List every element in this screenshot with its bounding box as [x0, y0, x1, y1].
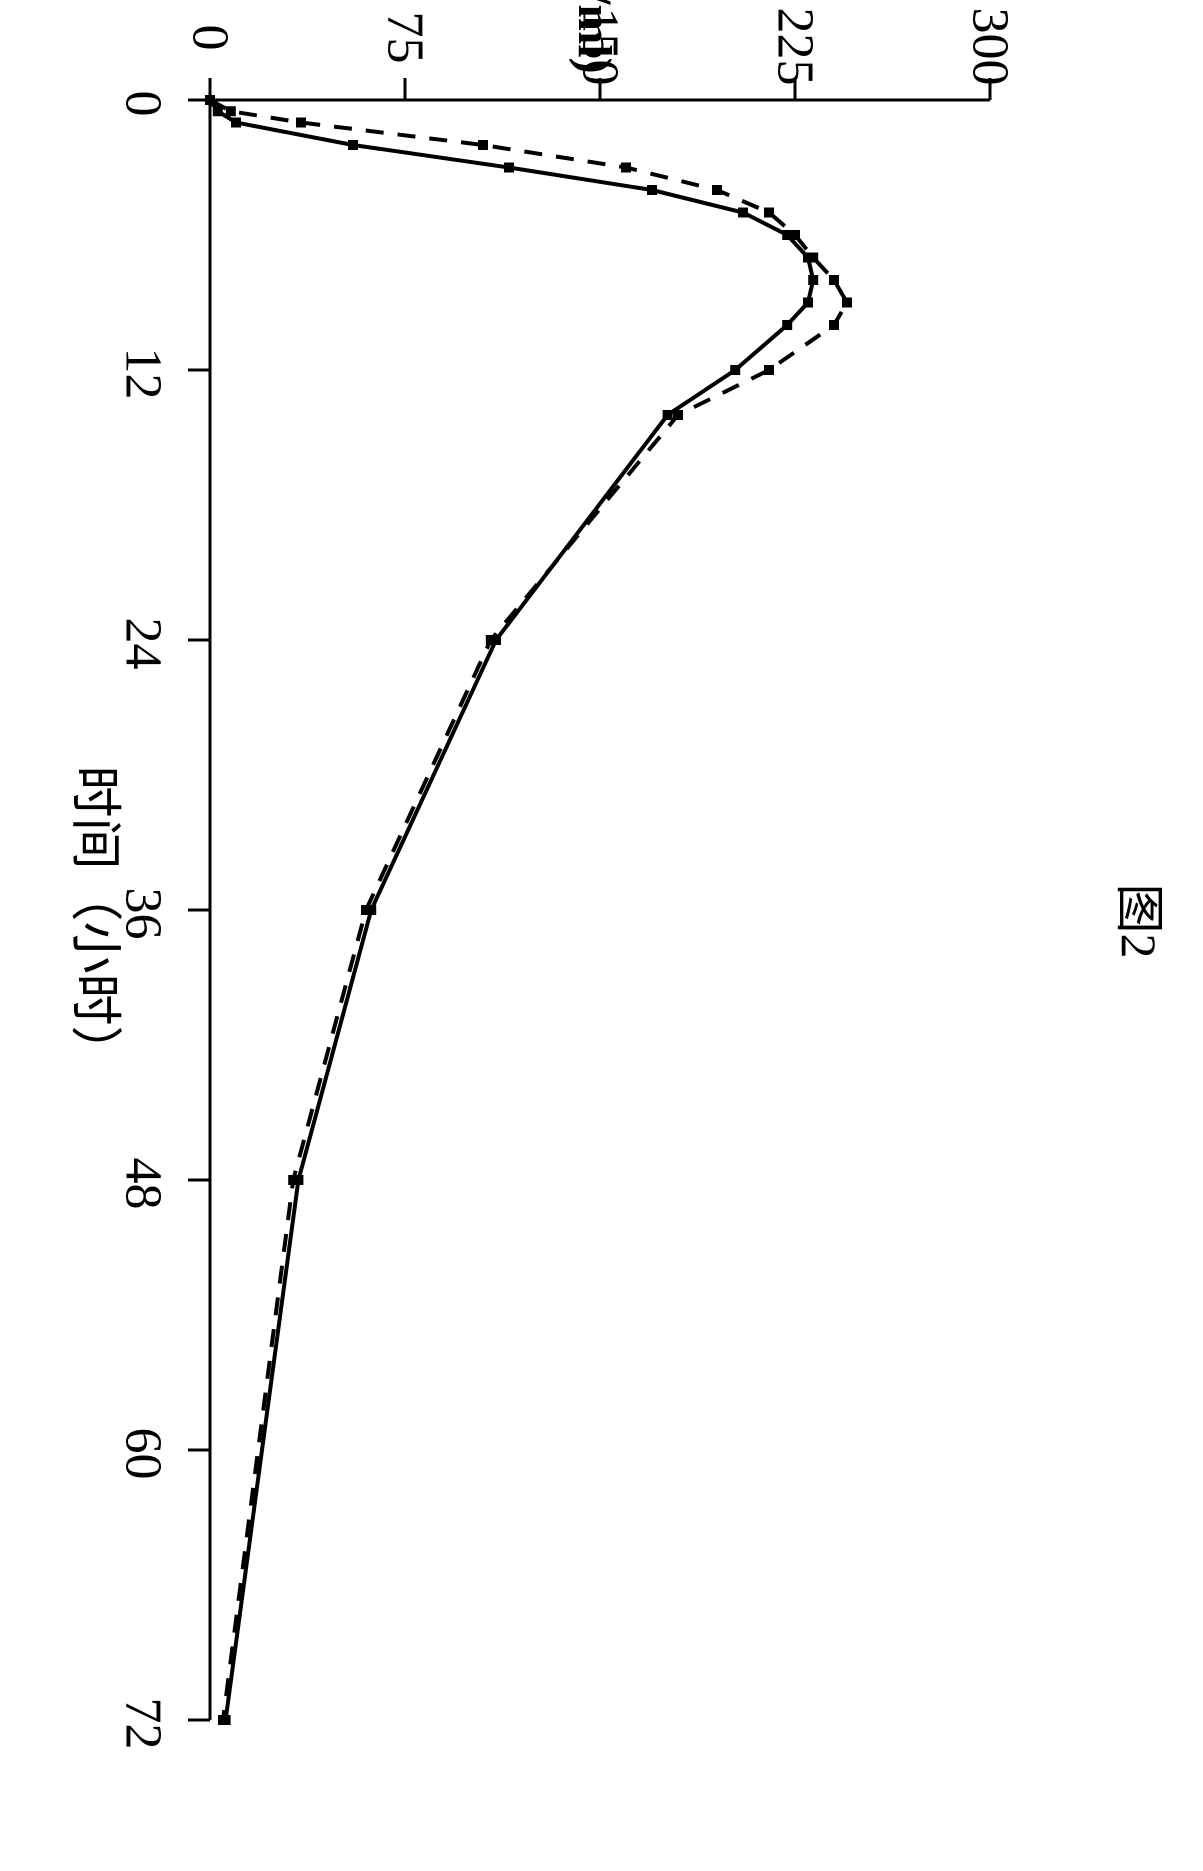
- x-tick-label: 48: [114, 1154, 173, 1214]
- x-tick-label: 60: [114, 1424, 173, 1484]
- x-tick-label: 72: [114, 1694, 173, 1754]
- x-axis-label: 时间（小时）: [63, 752, 138, 1092]
- figure: 075150225300 0122436486072 浓度 (ng/ml) 时间…: [0, 0, 1203, 1871]
- figure-caption: 图2: [1107, 861, 1179, 981]
- y-tick-label: 0: [181, 8, 240, 68]
- x-tick-label: 24: [114, 614, 173, 674]
- y-axis-label: 浓度 (ng/ml): [565, 0, 635, 95]
- y-tick-label: 225: [766, 8, 825, 68]
- plot-svg: [0, 0, 1203, 1871]
- x-tick-label: 0: [114, 74, 173, 134]
- y-tick-label: 300: [961, 8, 1020, 68]
- x-tick-label: 12: [114, 344, 173, 404]
- y-tick-label: 75: [376, 8, 435, 68]
